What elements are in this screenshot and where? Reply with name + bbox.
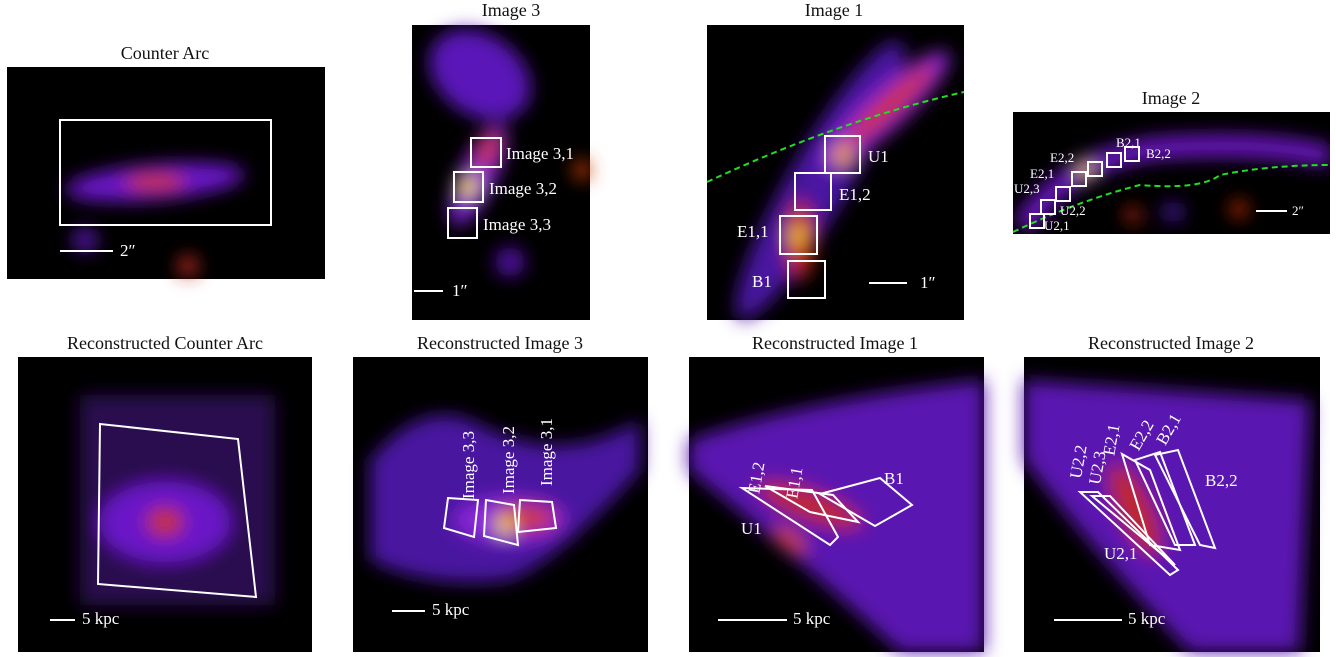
region-label: U2,3 (1014, 181, 1040, 196)
region-box (516, 498, 558, 534)
region-box (1040, 199, 1056, 215)
panel-title: Image 2 (1142, 88, 1200, 108)
emission (496, 516, 514, 534)
emission (1109, 464, 1161, 556)
region-box (787, 260, 826, 299)
emission (429, 29, 531, 121)
region-box (1120, 451, 1182, 552)
region-box (764, 485, 861, 524)
region-box (59, 119, 272, 226)
region-label: U2,1 (1104, 544, 1138, 563)
g (429, 29, 590, 277)
region-label: Image 3,3 (459, 431, 478, 499)
panel-recon-image-2: Reconstructed Image 2 U2,2 U2,3 E2,1 E2,… (1024, 333, 1320, 652)
region-label: Image 3,2 (489, 179, 557, 198)
scale-label: 2″ (1292, 203, 1304, 218)
panel-title: Image 1 (805, 0, 863, 20)
panel-image-3: Image 3 Image 3,1 Image 3,2 Image 3,3 1″ (412, 0, 590, 320)
scale-label: 5 kpc (432, 600, 470, 619)
emission (574, 160, 590, 180)
region-box (1055, 186, 1071, 202)
emission (833, 143, 853, 167)
region-label: U2,1 (1044, 218, 1070, 233)
region-box (817, 476, 914, 528)
panel-title: Image 3 (482, 0, 540, 20)
emission (65, 162, 245, 276)
region-label: E1,2 (839, 185, 871, 204)
scale-label: 5 kpc (82, 609, 120, 628)
panel-counter-arc: Counter Arc 2″ (7, 43, 325, 279)
emission (1231, 201, 1247, 217)
panel-recon-image-1: Reconstructed Image 1 E1,2 E1,1 B1 U1 5 … (689, 333, 984, 652)
panel-image-2: Image 2 B2,1 B2,2 E2,2 E2,1 U2,3 U2,2 U2… (1012, 88, 1331, 234)
region-label: Image 3,2 (499, 426, 518, 494)
region-box (779, 215, 818, 255)
panel-title: Reconstructed Image 1 (752, 333, 918, 353)
emission (1013, 134, 1330, 234)
g (735, 40, 950, 320)
region-box (1124, 146, 1140, 162)
region-box (442, 496, 480, 539)
region-box (1089, 495, 1176, 566)
region-label: B1 (752, 272, 772, 291)
panel-recon-image-3: Reconstructed Image 3 Image 3,3 Image 3,… (353, 333, 648, 652)
region-box (824, 135, 861, 174)
region-label: U2,2 (1060, 203, 1086, 218)
panel-title: Reconstructed Image 2 (1088, 333, 1254, 353)
region-box (1153, 448, 1217, 550)
emission (125, 173, 185, 191)
emission (844, 64, 936, 146)
emission (1125, 207, 1141, 223)
emission (1163, 202, 1183, 222)
emission (495, 247, 525, 277)
region-label: B2,1 (1116, 135, 1141, 150)
g (370, 415, 640, 583)
scale-label: 1″ (920, 273, 936, 292)
region-label: B2,2 (1205, 471, 1238, 490)
scale-label: 5 kpc (1128, 609, 1166, 628)
panel-title: Counter Arc (121, 43, 209, 63)
panel-title: Reconstructed Image 3 (417, 333, 583, 353)
panel-title: Reconstructed Counter Arc (67, 333, 263, 353)
region-box (1133, 450, 1197, 546)
panel-recon-counter-arc: Reconstructed Counter Arc 5 kpc (18, 333, 312, 652)
region-label: Image 3,1 (506, 144, 574, 163)
g (80, 395, 275, 605)
emission (73, 228, 97, 252)
region-box (96, 422, 258, 599)
region-box (453, 171, 484, 203)
region-box (1029, 213, 1045, 229)
region-label: U1 (741, 519, 762, 538)
emission (791, 224, 805, 248)
scale-label: 1″ (452, 281, 468, 300)
region-label: Image 3,3 (483, 215, 551, 234)
critical-curve (706, 91, 965, 183)
panel-image-1: Image 1 U1 E1,2 E1,1 B1 1″ (706, 0, 965, 320)
scale-label: 5 kpc (793, 609, 831, 628)
region-label: B1 (884, 469, 904, 488)
region-label: E1,1 (737, 222, 769, 241)
region-box (1077, 491, 1180, 577)
region-box (447, 207, 478, 239)
region-box (1106, 152, 1122, 168)
region-box (1071, 171, 1087, 187)
region-label: B2,2 (1146, 146, 1171, 161)
scale-label: 2″ (120, 241, 136, 260)
region-label: Image 3,1 (537, 418, 556, 486)
critical-curve (1012, 164, 1331, 233)
emission (178, 256, 198, 276)
emission (476, 131, 500, 169)
region-label: E2,1 (1030, 166, 1054, 181)
region-box (470, 137, 502, 168)
region-label: U1 (868, 147, 889, 166)
region-label: E2,2 (1050, 150, 1074, 165)
emission (458, 177, 478, 197)
emission (772, 526, 808, 554)
region-box (482, 498, 520, 547)
emission (147, 508, 183, 536)
region-box (1087, 161, 1103, 177)
region-box (794, 172, 832, 211)
